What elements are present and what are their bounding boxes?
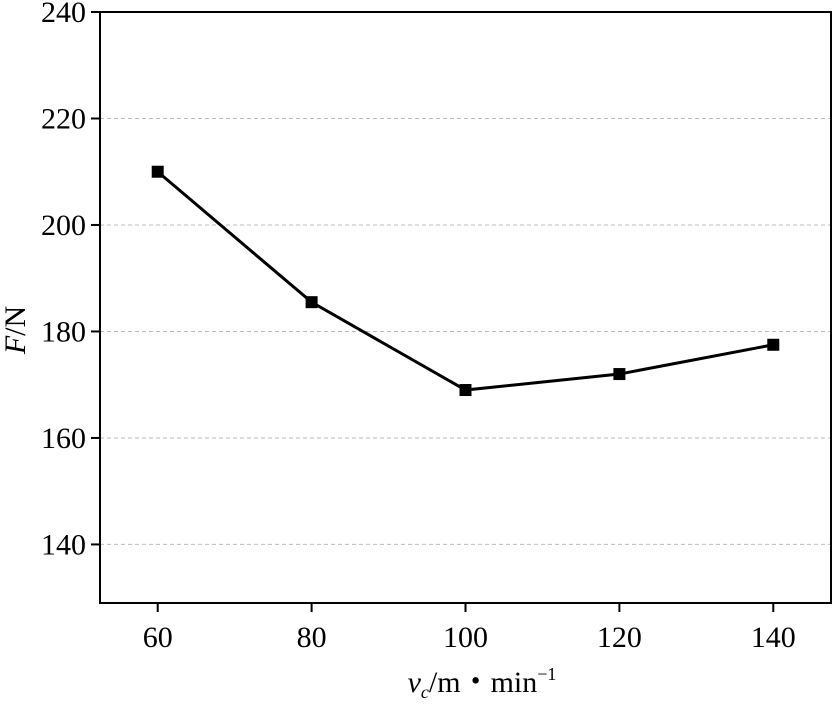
x-axis-label-sub: c — [421, 682, 429, 702]
x-tick-label: 140 — [751, 621, 796, 654]
x-tick-label: 100 — [443, 621, 488, 654]
y-axis-label: F/N — [0, 306, 32, 355]
series-line-0 — [156, 170, 774, 392]
y-tick-label: 180 — [41, 315, 86, 348]
x-tick-label: 60 — [143, 621, 173, 654]
x-tick-label: 120 — [597, 621, 642, 654]
x-tick-label: 80 — [297, 621, 327, 654]
x-axis-label-exp: −1 — [537, 664, 556, 684]
data-point-0-1 — [305, 296, 318, 309]
y-tick-label: 200 — [41, 209, 86, 242]
y-axis: 140 160 180 200 220 240 — [41, 0, 100, 561]
x-axis-label: vc/m・min−1 — [408, 664, 557, 702]
plot-area-frame — [99, 11, 832, 604]
y-axis-label-var: F — [0, 335, 32, 355]
data-point-0-0 — [151, 165, 164, 178]
data-point-0-4 — [767, 338, 780, 351]
y-axis-label-unit: /N — [0, 306, 32, 336]
x-axis-label-unit: /m・min — [429, 666, 537, 699]
grid-lines — [100, 117, 831, 545]
y-tick-label: 140 — [41, 528, 86, 561]
y-tick-label: 220 — [41, 102, 86, 135]
data-point-0-2 — [459, 384, 472, 397]
data-point-0-3 — [613, 368, 626, 381]
x-axis: 60 80 100 120 140 — [143, 603, 796, 654]
x-axis-label-var: v — [408, 666, 422, 699]
series-group — [151, 165, 780, 397]
y-tick-label: 160 — [41, 422, 86, 455]
y-tick-label: 240 — [41, 0, 86, 29]
